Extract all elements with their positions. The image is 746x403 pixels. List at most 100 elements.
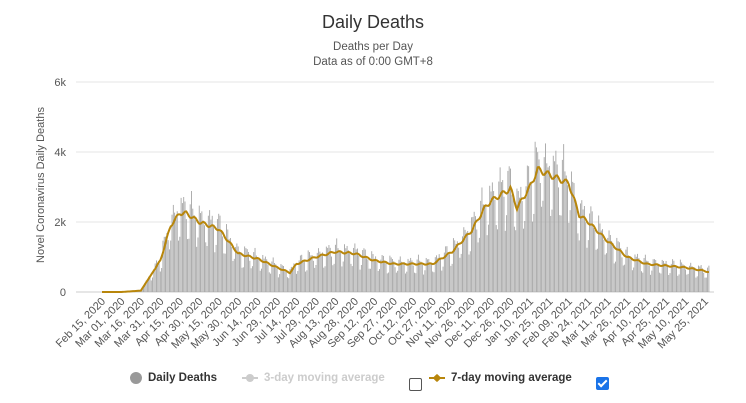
daily-bar[interactable] (237, 246, 239, 292)
daily-bar[interactable] (661, 259, 663, 292)
daily-bar[interactable] (585, 222, 587, 292)
daily-bar[interactable] (534, 141, 536, 292)
daily-bar[interactable] (454, 240, 456, 292)
daily-bar[interactable] (621, 257, 623, 292)
daily-bar[interactable] (517, 191, 519, 292)
daily-bar[interactable] (373, 258, 375, 292)
daily-bar[interactable] (502, 180, 504, 292)
daily-bar[interactable] (232, 260, 234, 292)
daily-bar[interactable] (469, 251, 471, 292)
daily-bar[interactable] (672, 259, 674, 292)
daily-bar[interactable] (344, 244, 345, 292)
daily-bar[interactable] (143, 288, 144, 292)
daily-bar[interactable] (347, 250, 349, 292)
daily-bar[interactable] (349, 253, 351, 292)
daily-bar[interactable] (159, 271, 161, 292)
daily-bar[interactable] (495, 225, 497, 292)
daily-bar[interactable] (367, 259, 369, 292)
daily-bar[interactable] (264, 256, 266, 292)
daily-bar[interactable] (638, 258, 640, 292)
daily-bar[interactable] (512, 198, 514, 292)
daily-bar[interactable] (359, 269, 361, 292)
daily-bar[interactable] (327, 247, 329, 292)
daily-bar[interactable] (157, 263, 159, 292)
daily-bar[interactable] (589, 213, 591, 292)
daily-bar[interactable] (530, 182, 532, 292)
daily-bar[interactable] (432, 271, 434, 292)
daily-bar[interactable] (618, 242, 620, 292)
daily-bar[interactable] (302, 260, 304, 292)
daily-bar[interactable] (240, 252, 242, 292)
daily-bar[interactable] (333, 263, 335, 292)
daily-bar[interactable] (216, 219, 218, 292)
daily-bar[interactable] (538, 159, 540, 292)
daily-bar[interactable] (257, 258, 259, 292)
daily-bar[interactable] (241, 267, 243, 292)
legend-7day-average[interactable]: 7-day moving average (429, 372, 572, 384)
daily-bar[interactable] (292, 267, 294, 292)
daily-bar[interactable] (246, 249, 248, 292)
daily-bar[interactable] (219, 215, 221, 292)
daily-bar[interactable] (542, 200, 544, 292)
daily-bar[interactable] (427, 259, 428, 292)
daily-bar[interactable] (634, 254, 636, 292)
daily-bar[interactable] (407, 258, 409, 292)
daily-bar[interactable] (417, 254, 419, 292)
daily-bar[interactable] (262, 254, 264, 292)
daily-bar[interactable] (520, 186, 522, 292)
daily-bar[interactable] (379, 269, 380, 292)
daily-bar[interactable] (259, 270, 261, 292)
daily-bar[interactable] (166, 233, 168, 292)
daily-bar[interactable] (537, 152, 539, 292)
daily-bar[interactable] (382, 255, 384, 292)
daily-bar[interactable] (436, 255, 438, 292)
daily-bar[interactable] (481, 187, 483, 292)
3day-average-checkbox[interactable] (409, 378, 422, 391)
daily-bar[interactable] (398, 259, 400, 292)
daily-bar[interactable] (611, 240, 613, 292)
daily-bar[interactable] (459, 257, 461, 292)
daily-bar[interactable] (233, 258, 235, 292)
daily-bar[interactable] (624, 264, 626, 292)
daily-bar[interactable] (673, 260, 675, 292)
daily-bar[interactable] (272, 257, 274, 292)
daily-bar[interactable] (311, 255, 313, 292)
daily-bar[interactable] (643, 258, 645, 292)
daily-bar[interactable] (668, 274, 670, 292)
daily-bar[interactable] (271, 261, 273, 292)
daily-bar[interactable] (567, 185, 568, 292)
daily-bar[interactable] (314, 267, 316, 292)
daily-bar[interactable] (651, 270, 653, 292)
daily-bar[interactable] (197, 237, 199, 292)
daily-bar[interactable] (293, 263, 295, 292)
daily-bar[interactable] (657, 264, 659, 292)
daily-bar[interactable] (605, 253, 607, 292)
daily-bar[interactable] (298, 260, 300, 292)
daily-bar[interactable] (205, 242, 207, 292)
daily-bar[interactable] (443, 252, 445, 292)
daily-bar[interactable] (438, 254, 440, 292)
daily-bar[interactable] (423, 274, 425, 292)
daily-bar[interactable] (185, 219, 187, 292)
daily-bar[interactable] (608, 230, 610, 292)
daily-bar[interactable] (692, 267, 694, 292)
daily-bar[interactable] (231, 247, 233, 292)
daily-bar[interactable] (450, 265, 452, 292)
daily-bar[interactable] (425, 257, 427, 292)
daily-bar[interactable] (401, 261, 403, 292)
daily-bar[interactable] (528, 166, 530, 292)
daily-bar[interactable] (516, 188, 518, 292)
daily-bar[interactable] (547, 167, 549, 292)
daily-bar[interactable] (249, 260, 251, 292)
daily-bar[interactable] (176, 211, 178, 292)
daily-bar[interactable] (188, 238, 190, 292)
daily-bar[interactable] (172, 204, 174, 292)
daily-bar[interactable] (660, 273, 662, 293)
daily-bar[interactable] (178, 240, 179, 292)
daily-bar[interactable] (318, 248, 320, 292)
daily-bar[interactable] (629, 256, 631, 292)
daily-bar[interactable] (639, 262, 641, 292)
daily-bar[interactable] (397, 270, 399, 292)
daily-bar[interactable] (578, 240, 580, 292)
daily-bar[interactable] (471, 217, 473, 292)
